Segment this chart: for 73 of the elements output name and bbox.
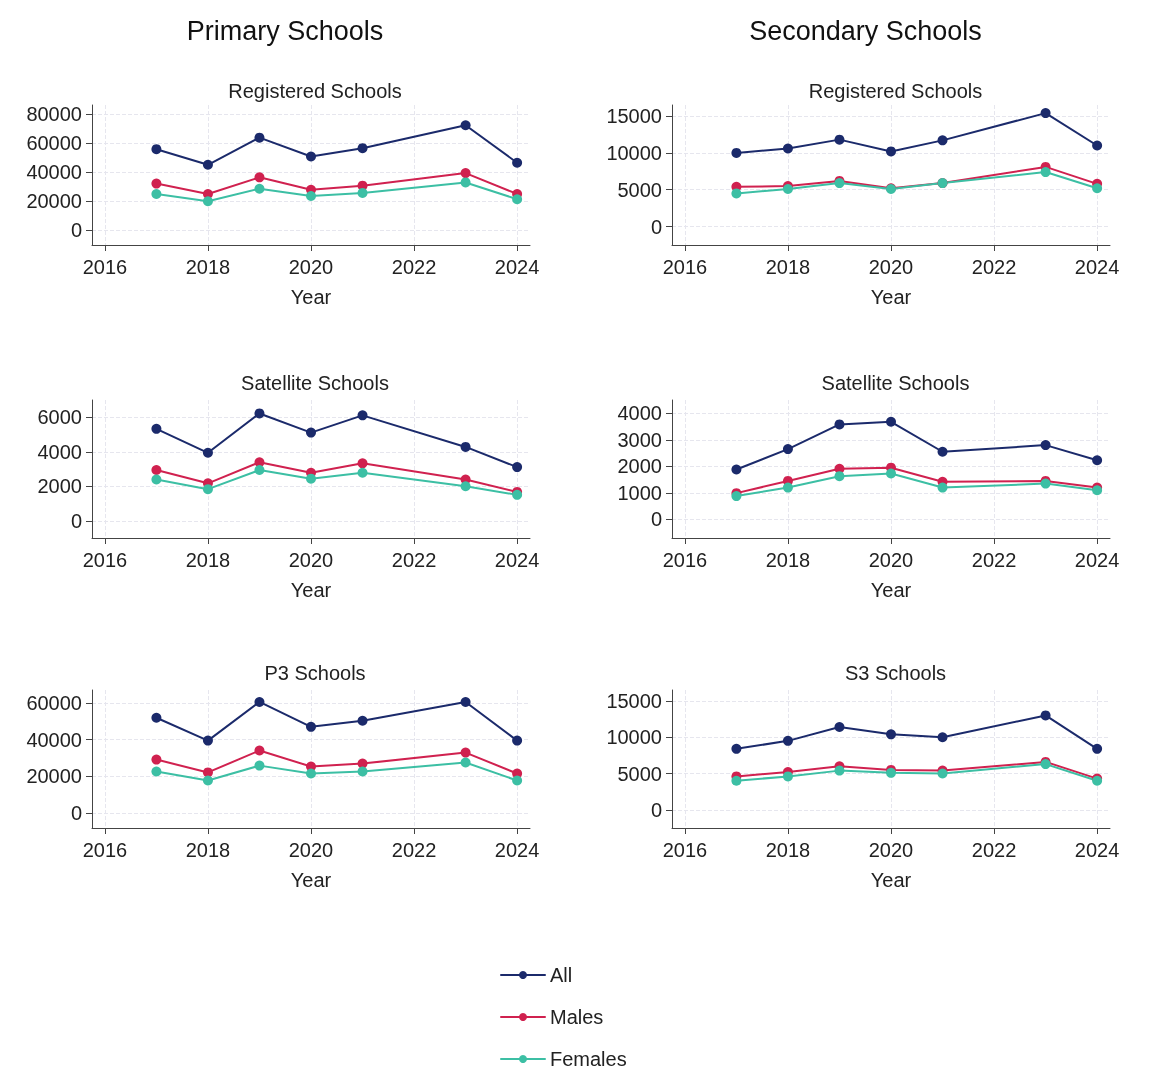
x-tick-label: 2016 <box>662 549 708 571</box>
chart-title: Secondary Schools <box>749 15 982 46</box>
chart-title: Primary Schools <box>186 15 384 46</box>
chart-subtitle: Registered Schools <box>228 80 402 102</box>
y-tick-label: 4000 <box>617 402 662 425</box>
x-tick-label: 2020 <box>288 549 334 571</box>
chart-title: P3 Schools <box>264 662 366 684</box>
legend-label: All <box>550 964 573 986</box>
y-tick-label: 4000 <box>37 440 82 463</box>
y-tick-label: 0 <box>70 219 82 242</box>
x-tick-label: 2020 <box>868 549 914 571</box>
chart-title: Satellite Schools <box>821 372 970 394</box>
x-tick-label: 2018 <box>765 256 811 278</box>
y-tick-label: 15000 <box>606 689 662 712</box>
x-tick-label: 2016 <box>82 256 128 278</box>
x-tick-label: 2022 <box>391 256 437 278</box>
x-tick-label: 2022 <box>971 256 1017 278</box>
x-axis-title: Year <box>290 579 332 601</box>
x-tick-label: 2020 <box>288 839 334 861</box>
x-tick-label: 2020 <box>868 839 914 861</box>
x-tick-label: 2022 <box>391 549 437 571</box>
x-tick-label: 2018 <box>185 256 231 278</box>
x-tick-label: 2016 <box>82 549 128 571</box>
y-tick-label: 15000 <box>606 105 662 128</box>
x-axis-title: Year <box>870 286 912 308</box>
y-tick-label: 40000 <box>26 161 82 184</box>
x-tick-label: 2022 <box>391 839 437 861</box>
y-tick-label: 40000 <box>26 728 82 751</box>
x-axis-title: Year <box>870 579 912 601</box>
y-tick-label: 60000 <box>26 131 82 154</box>
y-tick-label: 6000 <box>37 406 82 429</box>
x-tick-label: 2024 <box>494 256 540 278</box>
y-tick-label: 2000 <box>617 455 662 478</box>
legend-label: Males <box>550 1006 604 1028</box>
y-tick-label: 80000 <box>26 102 82 125</box>
x-tick-label: 2020 <box>288 256 334 278</box>
x-axis-title: Year <box>290 286 332 308</box>
y-tick-label: 0 <box>650 798 662 821</box>
x-axis-title: Year <box>870 869 912 891</box>
y-tick-label: 3000 <box>617 428 662 451</box>
chart-title: Satellite Schools <box>241 372 389 394</box>
y-tick-label: 60000 <box>26 691 82 714</box>
x-tick-label: 2016 <box>82 839 128 861</box>
y-tick-label: 0 <box>70 802 82 825</box>
x-tick-label: 2024 <box>1074 839 1120 861</box>
x-tick-label: 2018 <box>765 839 811 861</box>
chart-subtitle: Registered Schools <box>808 80 983 102</box>
x-tick-label: 2018 <box>185 549 231 571</box>
y-tick-label: 10000 <box>606 726 662 749</box>
x-tick-label: 2024 <box>1074 256 1120 278</box>
y-tick-label: 0 <box>650 508 662 531</box>
x-tick-label: 2016 <box>662 256 708 278</box>
x-tick-label: 2020 <box>868 256 914 278</box>
y-tick-label: 2000 <box>37 475 82 498</box>
x-tick-label: 2018 <box>765 549 811 571</box>
legend-label: Females <box>550 1048 627 1070</box>
x-tick-label: 2024 <box>1074 549 1120 571</box>
y-tick-label: 5000 <box>617 762 662 785</box>
y-tick-label: 0 <box>650 215 662 238</box>
y-tick-label: 0 <box>70 509 82 532</box>
y-tick-label: 20000 <box>26 765 82 788</box>
y-tick-label: 20000 <box>26 190 82 213</box>
x-axis-title: Year <box>290 869 332 891</box>
x-tick-label: 2024 <box>494 839 540 861</box>
y-tick-label: 5000 <box>617 178 662 201</box>
y-tick-label: 10000 <box>606 141 662 164</box>
x-tick-label: 2022 <box>971 839 1017 861</box>
x-tick-label: 2024 <box>494 549 540 571</box>
y-tick-label: 1000 <box>617 481 662 504</box>
x-tick-label: 2016 <box>662 839 708 861</box>
x-tick-label: 2018 <box>185 839 231 861</box>
x-tick-label: 2022 <box>971 549 1017 571</box>
chart-title: S3 Schools <box>844 662 947 684</box>
